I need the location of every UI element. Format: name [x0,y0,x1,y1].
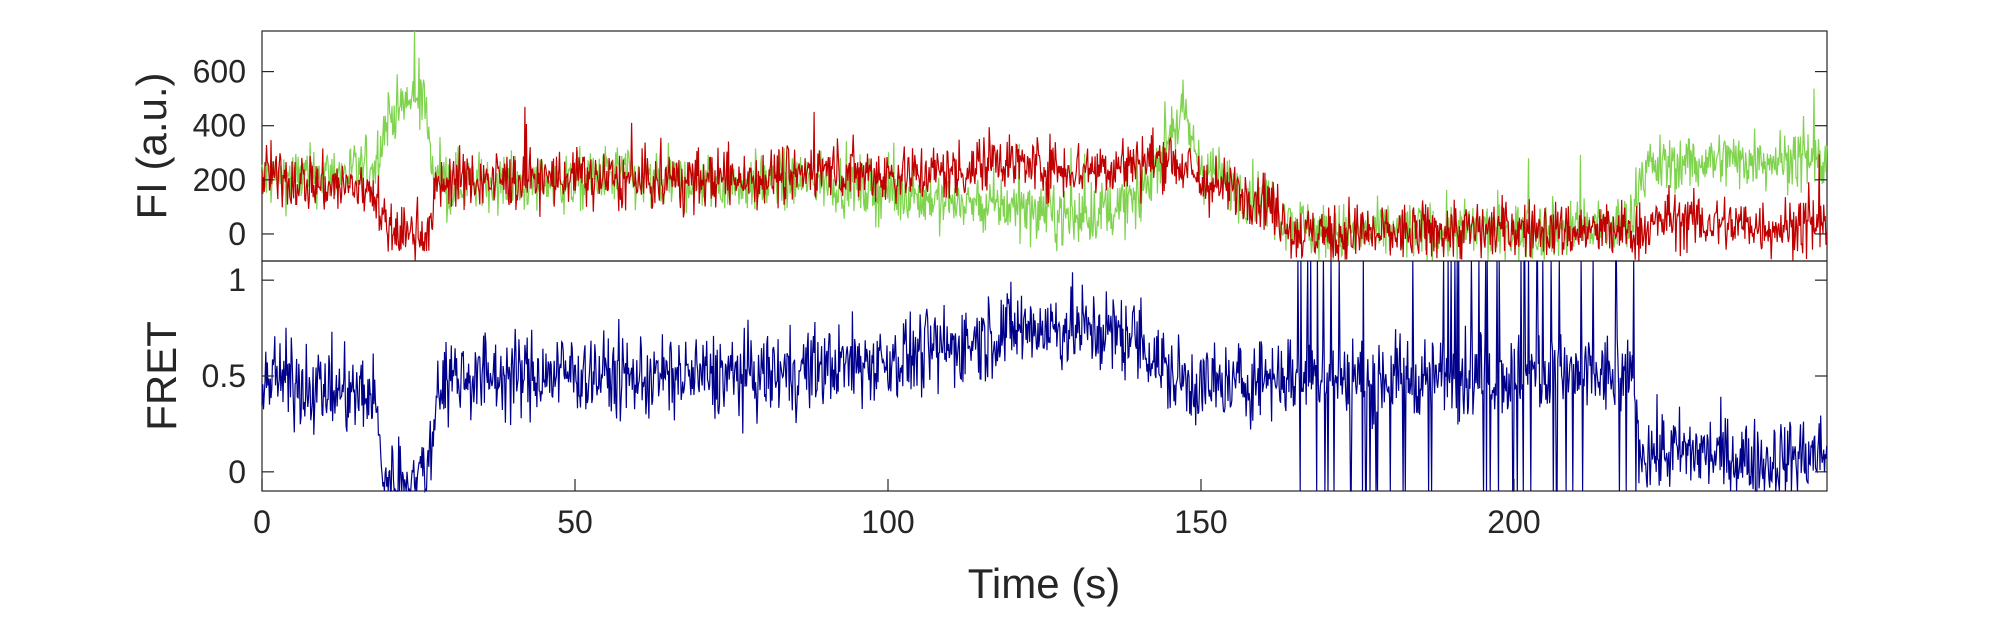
fluorescence-series-group [261,30,1828,262]
fret-panel: 00.51 0 50 100 150 200 FRET Time (s) [138,260,1828,607]
fret-series-group [261,260,1828,494]
fluorescence-panel: 0 200 400 600 FI (a.u.) [128,30,1828,262]
fluorescence-series-line-1 [261,106,1828,262]
fluorescence-y-axis-label: FI (a.u.) [128,72,175,219]
fret-series-line-0 [261,260,1828,494]
time-x-tick-label: 50 [557,504,593,540]
fret-y-tick-label: 0.5 [202,358,246,394]
time-x-tick-label: 100 [861,504,914,540]
time-x-tick-label: 0 [253,504,271,540]
time-x-tick-label: 150 [1174,504,1227,540]
time-x-axis-label: Time (s) [968,560,1120,607]
time-x-tick-label: 200 [1487,504,1540,540]
fluorescence-y-tick-label: 600 [193,54,246,90]
time-x-ticks: 0 50 100 150 200 [253,479,1541,540]
fluorescence-y-ticks: 0 200 400 600 [193,54,1827,252]
fret-y-ticks: 00.51 [202,262,1827,490]
fret-y-tick-label: 0 [228,454,246,490]
fluorescence-y-tick-label: 200 [193,162,246,198]
fret-y-tick-label: 1 [228,262,246,298]
fluorescence-y-tick-label: 400 [193,108,246,144]
fluorescence-y-tick-label: 0 [228,216,246,252]
fret-y-axis-label: FRET [138,321,185,431]
